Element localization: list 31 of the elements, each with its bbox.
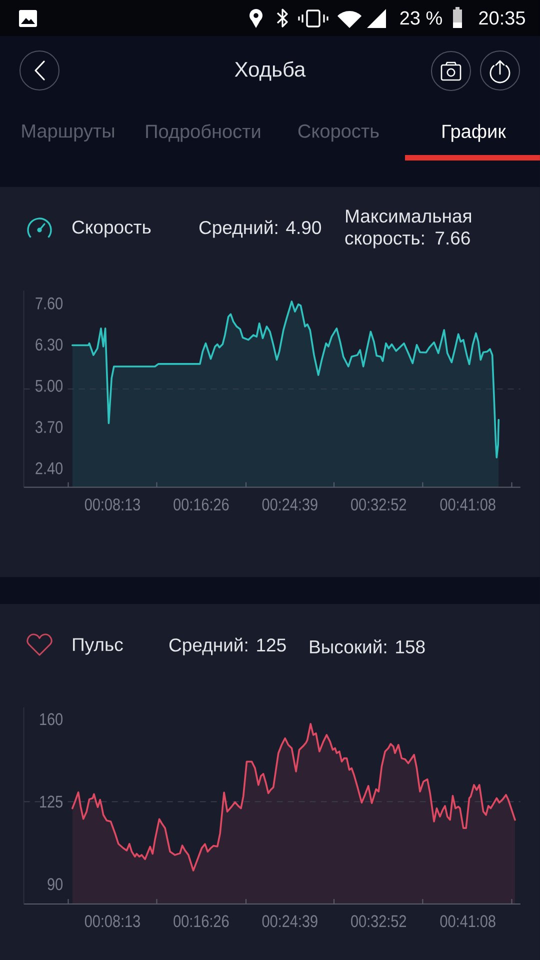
- text: График: [442, 124, 506, 142]
- y-tick-label: 125: [40, 796, 62, 808]
- y-tick-label: 3.70: [36, 421, 63, 434]
- text: Средний: 125: [169, 638, 286, 656]
- text: Средний: 4.90: [199, 220, 321, 238]
- y-tick-label: 160: [40, 713, 63, 726]
- chart-title: Пульс: [73, 638, 123, 655]
- y-tick-label: 2.40: [36, 462, 63, 474]
- x-tick-label: 00:16:26: [174, 498, 229, 511]
- y-tick-label: 5.00: [36, 380, 63, 392]
- text: Подробности: [146, 124, 260, 142]
- text: 23 %: [400, 11, 442, 25]
- text: Скорость: [298, 124, 379, 142]
- text: Максимальная скорость: 7.66: [345, 210, 471, 248]
- text: Высокий: 158: [310, 640, 425, 654]
- x-tick-label: 00:32:52: [351, 498, 406, 511]
- y-tick-label: 7.60: [36, 297, 63, 310]
- text: Маршруты: [22, 124, 114, 142]
- x-tick-label: 00:32:52: [351, 915, 406, 928]
- x-tick-label: 00:08:13: [84, 915, 140, 928]
- x-tick-label: 00:41:08: [440, 915, 496, 928]
- x-tick-label: 00:24:39: [262, 915, 318, 928]
- x-tick-label: 00:08:13: [84, 498, 140, 511]
- x-tick-label: 00:16:26: [174, 915, 229, 928]
- y-tick-label: 90: [48, 878, 63, 890]
- y-tick-label: 6.30: [36, 338, 63, 351]
- text: 20:35: [479, 11, 525, 25]
- x-tick-label: 00:41:08: [440, 498, 496, 511]
- x-tick-label: 00:24:39: [262, 498, 318, 511]
- text: Ходьба: [234, 61, 306, 81]
- chart-title: Скорость: [72, 220, 151, 238]
